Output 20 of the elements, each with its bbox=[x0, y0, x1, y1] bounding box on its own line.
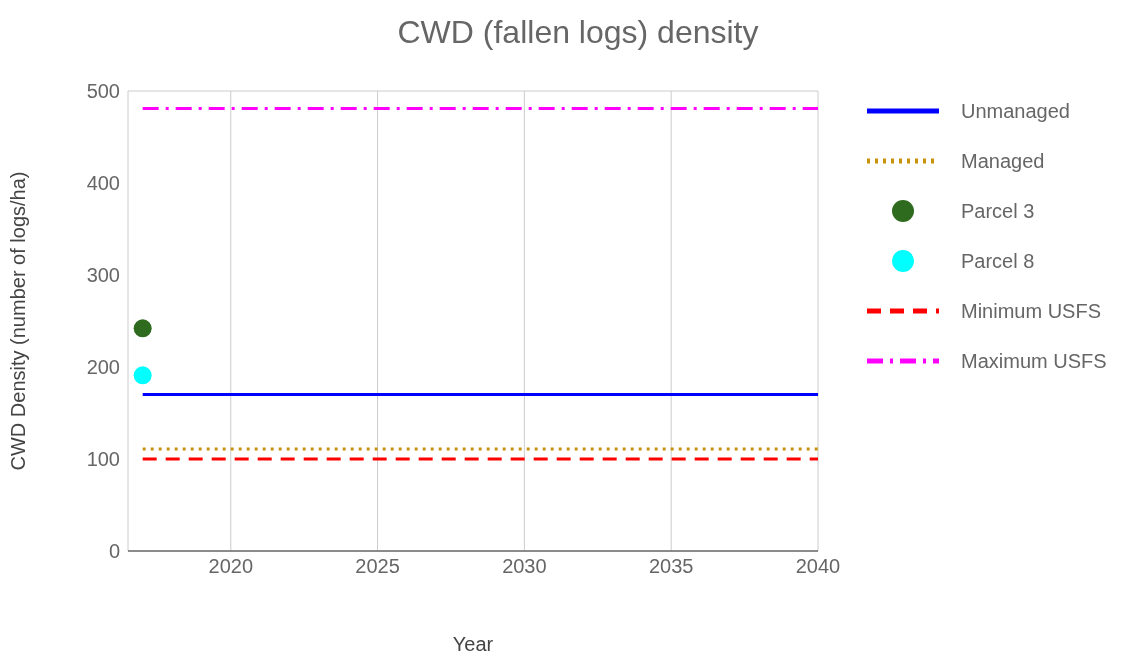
x-tick-label: 2035 bbox=[648, 555, 694, 578]
x-axis-title: Year bbox=[452, 633, 494, 655]
legend-label: Minimum USFS bbox=[961, 299, 1102, 323]
y-tick-label: 500 bbox=[86, 80, 120, 103]
x-tick-label: 2025 bbox=[355, 555, 400, 578]
legend-label: Maximum USFS bbox=[961, 349, 1107, 373]
chart-title: CWD (fallen logs) density bbox=[396, 14, 760, 51]
y-tick-label: 100 bbox=[86, 448, 120, 471]
x-tick-label: 2030 bbox=[502, 555, 547, 578]
x-tick-label: 2040 bbox=[795, 555, 841, 578]
y-tick-label: 200 bbox=[86, 356, 120, 379]
y-tick-label: 0 bbox=[108, 540, 120, 563]
x-tick-label: 2020 bbox=[208, 555, 254, 578]
legend-label: Parcel 8 bbox=[961, 249, 1035, 273]
y-tick-label: 300 bbox=[86, 264, 120, 287]
legend-label: Managed bbox=[961, 149, 1045, 173]
y-axis-title: CWD Density (number of logs/ha) bbox=[7, 171, 30, 471]
legend-label: Unmanaged bbox=[961, 99, 1070, 123]
y-tick-label: 400 bbox=[86, 172, 120, 195]
legend-label: Parcel 3 bbox=[961, 199, 1035, 223]
